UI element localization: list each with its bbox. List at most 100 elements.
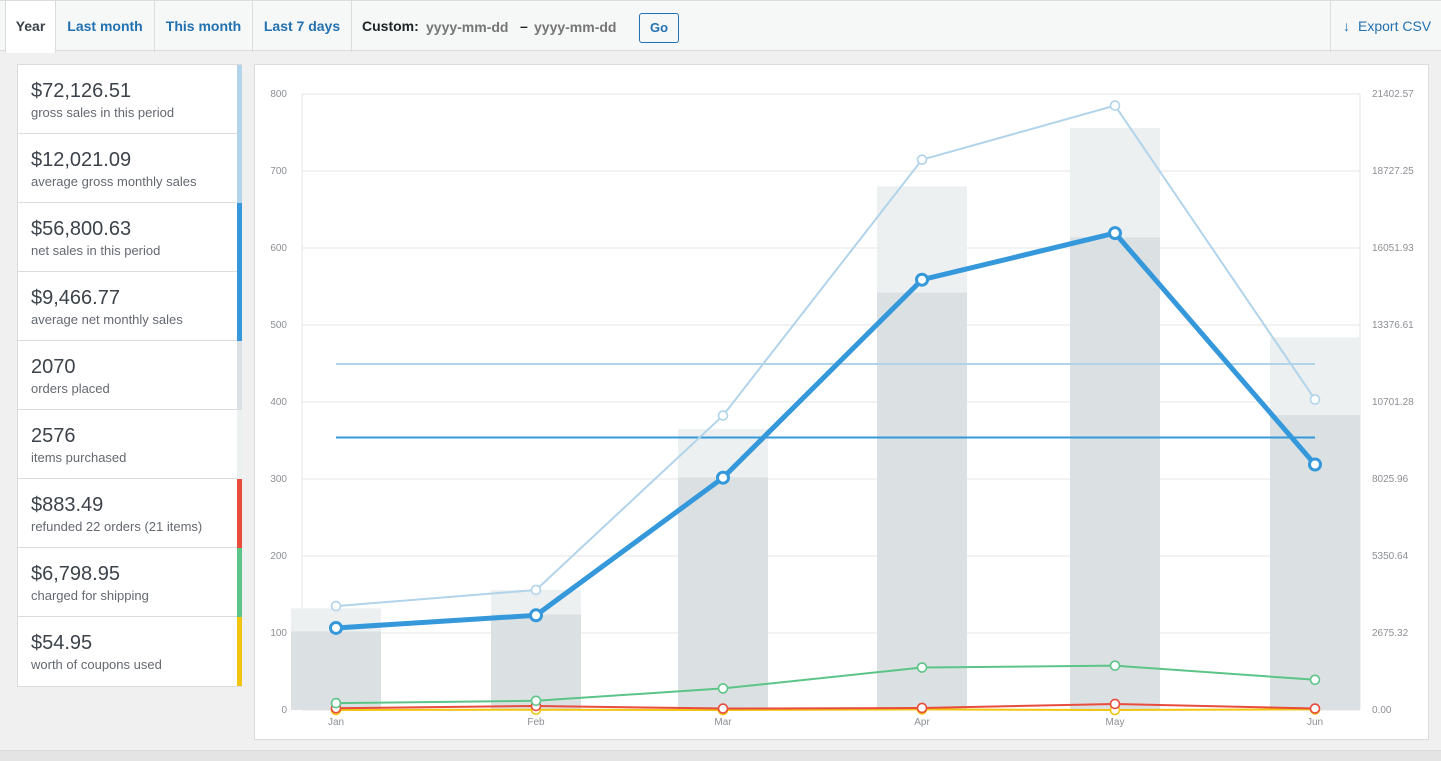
start-date-input[interactable]	[426, 17, 518, 37]
legend-amount: $54.95	[31, 632, 93, 654]
series-line	[335, 664, 1316, 705]
data-point	[916, 662, 928, 673]
y-tick-label-right: 21402.57	[1372, 89, 1414, 100]
data-point	[330, 697, 342, 709]
bar	[1070, 237, 1160, 710]
legend-item[interactable]: $12,021.09 average gross monthly sales	[18, 134, 242, 203]
tab-last-month[interactable]: Last month	[56, 1, 155, 52]
legend-amount: $72,126.51	[31, 80, 132, 102]
legend-description: orders placed	[31, 381, 110, 396]
legend-description: worth of coupons used	[31, 657, 162, 672]
date-separator: –	[520, 18, 528, 34]
data-point	[717, 683, 729, 694]
y-tick-label-left: 0	[281, 705, 287, 716]
x-tick-label: Jan	[328, 717, 344, 728]
legend-amount: $12,021.09	[31, 149, 132, 171]
legend-color-bar	[237, 548, 242, 617]
legend-description: items purchased	[31, 450, 127, 465]
y-tick-label-left: 700	[270, 166, 287, 177]
legend-item[interactable]: $883.49 refunded 22 orders (21 items)	[18, 479, 242, 548]
series-line	[335, 230, 1317, 631]
data-point	[329, 620, 343, 635]
y-tick-label-left: 200	[270, 551, 287, 562]
y-tick-label-right: 0.00	[1372, 705, 1392, 716]
x-tick-label: Mar	[714, 717, 732, 728]
legend-color-bar	[237, 617, 242, 686]
data-point	[1309, 674, 1321, 686]
data-point	[916, 702, 928, 714]
data-point	[915, 272, 929, 287]
data-point	[1109, 698, 1121, 710]
legend-color-bar	[237, 203, 242, 272]
go-button[interactable]: Go	[639, 13, 679, 43]
y-tick-label-right: 5350.64	[1372, 551, 1409, 562]
data-point	[530, 695, 542, 707]
legend-item[interactable]: $9,466.77 average net monthly sales	[18, 272, 242, 341]
bar	[877, 292, 967, 710]
series-line	[335, 708, 1316, 711]
y-tick-label-right: 13376.61	[1372, 320, 1414, 331]
y-tick-label-right: 8025.96	[1372, 474, 1409, 485]
legend-color-bar	[237, 134, 242, 203]
data-point	[529, 608, 543, 623]
data-point	[330, 600, 342, 612]
y-tick-label-left: 800	[270, 89, 287, 100]
legend-description: average gross monthly sales	[31, 174, 197, 189]
footer-strip	[0, 750, 1441, 761]
y-tick-label-left: 600	[270, 243, 287, 254]
data-point	[1308, 457, 1322, 472]
x-tick-label: May	[1106, 717, 1125, 728]
export-csv-button[interactable]: ↓ Export CSV	[1330, 1, 1441, 52]
download-arrow-icon: ↓	[1343, 18, 1350, 34]
legend-color-bar	[237, 65, 242, 134]
legend-item[interactable]: $54.95 worth of coupons used	[18, 617, 242, 686]
data-point	[1309, 394, 1321, 405]
x-tick-label: Feb	[527, 717, 545, 728]
legend-item[interactable]: $56,800.63 net sales in this period	[18, 203, 242, 272]
report-range-bar: Year Last month This month Last 7 days C…	[0, 0, 1441, 53]
data-point	[1109, 100, 1121, 111]
x-tick-label: Apr	[914, 717, 930, 728]
sales-chart: 0 100 200 300 400 500 600 700 800 0.00 2675.32 5350…	[254, 64, 1429, 740]
series-line	[335, 702, 1316, 710]
legend-item[interactable]: 2576 items purchased	[18, 410, 242, 479]
y-tick-label-left: 300	[270, 474, 287, 485]
data-point	[717, 410, 729, 421]
y-tick-label-right: 10701.28	[1372, 397, 1414, 408]
legend-color-bar	[237, 479, 242, 548]
legend-amount: $6,798.95	[31, 563, 120, 585]
bar	[678, 477, 768, 710]
tab-this-month[interactable]: This month	[155, 1, 253, 52]
legend-description: charged for shipping	[31, 588, 149, 603]
sales-chart-svg: 0 100 200 300 400 500 600 700 800 0.00 2675.32 5350…	[270, 89, 1414, 728]
legend-description: gross sales in this period	[31, 105, 175, 120]
x-tick-label: Jun	[1307, 717, 1323, 728]
legend-color-bar	[237, 272, 242, 341]
legend-color-bar	[237, 410, 242, 479]
end-date-input[interactable]	[534, 17, 626, 37]
legend-description: average net monthly sales	[31, 312, 183, 327]
tab-year[interactable]: Year	[5, 1, 56, 53]
legend-amount: 2576	[31, 425, 76, 447]
legend-item[interactable]: $6,798.95 charged for shipping	[18, 548, 242, 617]
custom-range-label: Custom:	[362, 18, 419, 34]
chart-legend: $72,126.51 gross sales in this period $12,…	[17, 64, 242, 687]
y-tick-label-left: 400	[270, 397, 287, 408]
export-csv-label: Export CSV	[1358, 18, 1432, 34]
data-point	[1109, 660, 1121, 671]
y-tick-label-right: 2675.32	[1372, 628, 1409, 639]
legend-color-bar	[237, 341, 242, 410]
legend-amount: 2070	[31, 356, 76, 378]
legend-amount: $56,800.63	[31, 218, 132, 240]
legend-item[interactable]: $72,126.51 gross sales in this period	[18, 65, 242, 134]
legend-item[interactable]: 2070 orders placed	[18, 341, 242, 410]
data-point	[530, 584, 542, 596]
tab-last-7-days[interactable]: Last 7 days	[253, 1, 352, 52]
y-tick-label-left: 500	[270, 320, 287, 331]
y-tick-label-right: 18727.25	[1372, 166, 1414, 177]
legend-description: net sales in this period	[31, 243, 161, 258]
data-point	[916, 154, 928, 165]
data-point	[1309, 703, 1321, 714]
y-tick-label-right: 16051.93	[1372, 243, 1414, 254]
legend-description: refunded 22 orders (21 items)	[31, 519, 203, 534]
